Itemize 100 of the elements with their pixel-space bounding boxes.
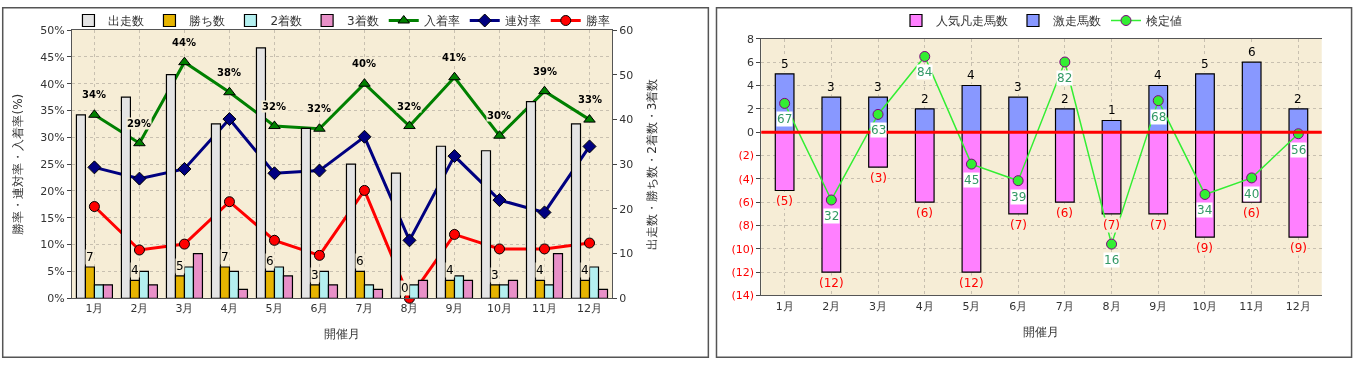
point [779, 97, 791, 109]
y-tick-label: 35% [40, 104, 65, 118]
data-label: 5 [781, 57, 789, 71]
x-tick-label: 2月 [822, 299, 841, 313]
data-label: 45 [964, 173, 980, 187]
point [268, 120, 281, 130]
y-tick-label: 30% [40, 131, 65, 145]
data-label: 1 [1108, 103, 1116, 117]
y2-tick-label: 30 [619, 157, 634, 171]
legend-label: 勝率 [585, 14, 610, 29]
x-tick-label: 1月 [775, 299, 794, 313]
x-tick-label: 10月 [486, 302, 512, 316]
point [537, 205, 552, 220]
x-tick-label: 3月 [175, 302, 194, 316]
data-label: 2 [1294, 92, 1302, 106]
data-label: (7) [1150, 218, 1167, 232]
data-label: 3 [874, 80, 882, 94]
data-label: 3 [491, 268, 499, 282]
y-tick-label: 45% [40, 50, 65, 64]
data-label: 63 [871, 123, 887, 137]
legend-label: 3着数 [347, 14, 379, 29]
data-label: 39 [1011, 190, 1027, 204]
y-tick-label: 8 [747, 32, 755, 46]
x-tick-label: 12月 [577, 302, 602, 316]
point [1106, 238, 1118, 250]
data-label: (6) [1243, 206, 1260, 220]
point [268, 234, 280, 246]
x-tick-label: 8月 [1102, 299, 1121, 313]
y-axis-title: 勝率・連対率・入着率(%) [10, 93, 25, 235]
data-label: 29% [127, 118, 151, 129]
data-label: 3 [827, 80, 835, 94]
bar [1054, 131, 1075, 203]
legend-label: 連対率 [504, 14, 541, 29]
data-label: 4 [536, 263, 544, 277]
y-tick-label: (14) [731, 289, 755, 303]
x-tick-label: 6月 [310, 302, 329, 316]
y2-tick-label: 10 [619, 247, 634, 261]
data-label: 7 [86, 250, 94, 264]
data-label: 41% [442, 52, 466, 63]
data-label: (9) [1196, 241, 1213, 255]
point [267, 166, 282, 181]
bar [1288, 108, 1309, 133]
legend-label: 検定値 [1146, 14, 1182, 29]
data-label: 30% [487, 110, 511, 121]
data-label: 4 [581, 263, 589, 277]
data-label: 3 [311, 268, 319, 282]
x-tick-label: 7月 [1055, 299, 1074, 313]
data-label: 32% [307, 103, 331, 114]
data-label: 2 [921, 92, 929, 106]
x-tick-label: 5月 [962, 299, 981, 313]
point [1152, 95, 1164, 107]
bar [774, 131, 795, 192]
y-tick-label: (2) [738, 149, 755, 163]
y-tick-label: (4) [738, 172, 755, 186]
x-tick-label: 7月 [355, 302, 374, 316]
y2-tick-label: 50 [619, 68, 634, 82]
point [402, 233, 417, 248]
x-axis-title: 開催月 [1023, 324, 1060, 339]
point [1246, 172, 1258, 184]
bar [914, 131, 935, 203]
point [965, 158, 977, 170]
point [358, 184, 370, 196]
point [178, 56, 191, 66]
data-label: 16 [1104, 253, 1120, 267]
x-tick-label: 12月 [1285, 299, 1311, 313]
point [582, 139, 597, 154]
data-label: (12) [959, 276, 984, 290]
legend-label: 出走数 [108, 14, 145, 29]
y-tick-label: 0% [47, 292, 65, 306]
data-label: 40% [352, 58, 376, 69]
data-label: 44% [172, 37, 196, 48]
point [222, 112, 237, 127]
data-label: (6) [1056, 206, 1073, 220]
data-label: 5 [176, 259, 184, 273]
data-label: 4 [967, 68, 975, 82]
legend-label: 勝ち数 [189, 14, 226, 29]
point [1012, 175, 1024, 187]
point [178, 238, 190, 250]
data-label: 82 [1057, 71, 1073, 85]
x-tick-label: 6月 [1009, 299, 1028, 313]
y-tick-label: 20% [40, 184, 65, 198]
point [492, 193, 507, 208]
bar [1195, 73, 1215, 133]
point [312, 163, 327, 178]
x-tick-label: 3月 [869, 299, 888, 313]
x-tick-label: 2月 [130, 302, 149, 316]
point [1059, 56, 1071, 68]
y-tick-label: 15% [40, 211, 65, 225]
bar [961, 84, 982, 133]
x-tick-label: 4月 [220, 302, 239, 316]
point [1199, 188, 1211, 200]
point [919, 50, 931, 62]
x-tick-label: 4月 [915, 299, 934, 313]
y2-axis-title: 出走数・勝ち数・2着数・3着数 [645, 78, 660, 250]
point [403, 120, 416, 130]
x-tick-label: 9月 [1149, 299, 1168, 313]
data-label: 68 [1151, 110, 1167, 124]
x-tick-label: 11月 [532, 302, 557, 316]
bar [1008, 96, 1029, 133]
point [539, 243, 550, 255]
